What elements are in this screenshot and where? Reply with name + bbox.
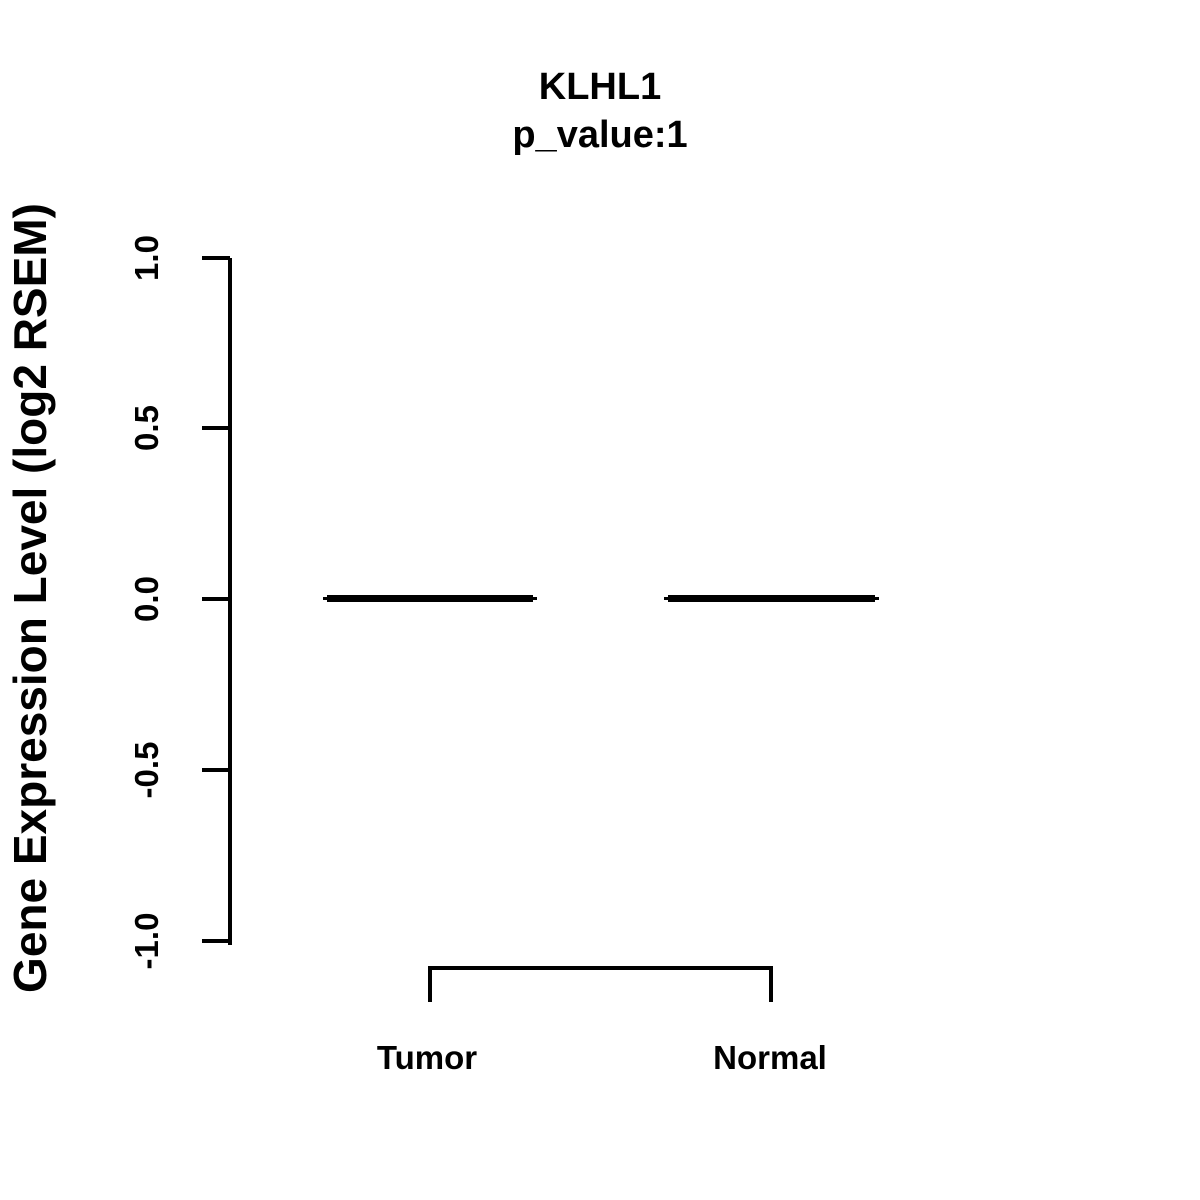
y-tick-label-1.0: 1.0 <box>128 235 165 281</box>
y-tick-label-0.0: 0.0 <box>128 576 165 622</box>
y-tick-mark-1.0 <box>202 256 230 260</box>
median-line-normal <box>668 595 875 602</box>
y-tick-label--1.0: -1.0 <box>128 912 165 970</box>
y-tick-mark-0.0 <box>202 597 230 601</box>
y-tick-mark--1.0 <box>202 939 230 943</box>
x-label-normal: Normal <box>713 1039 827 1076</box>
comparison-bracket-top <box>428 966 773 970</box>
chart-title: KLHL1 <box>538 66 662 108</box>
y-tick-label-0.5: 0.5 <box>128 405 165 451</box>
y-tick-label--0.5: -0.5 <box>128 741 165 799</box>
comparison-bracket-left-end <box>428 966 432 1002</box>
chart-subtitle-pvalue: p_value:1 <box>512 114 688 156</box>
y-tick-mark--0.5 <box>202 768 230 772</box>
y-axis-line <box>228 258 232 945</box>
comparison-bracket-right-end <box>769 966 773 1002</box>
y-tick-mark-0.5 <box>202 426 230 430</box>
median-line-tumor <box>327 595 533 602</box>
x-label-tumor: Tumor <box>376 1039 478 1076</box>
y-axis-label: Gene Expression Level (log2 RSEM) <box>4 203 56 993</box>
